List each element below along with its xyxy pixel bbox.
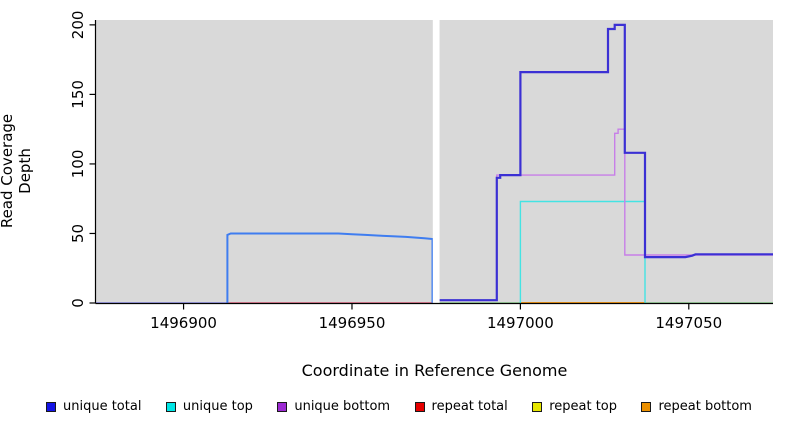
legend-label: repeat total	[431, 399, 508, 414]
unique-total-left-polyline	[226, 232, 434, 303]
legend-label: repeat bottom	[658, 399, 752, 414]
legend-swatch-icon	[414, 401, 425, 412]
y-tick-label: 50	[69, 224, 87, 243]
legend-swatch-icon	[46, 401, 56, 412]
legend-swatch-icon	[165, 401, 176, 412]
legend-swatch-icon	[641, 401, 652, 412]
masked-region	[432, 18, 440, 305]
legend-item-repeat-top: repeat top	[532, 399, 617, 414]
legend-label: repeat top	[549, 399, 617, 414]
y-tick-label: 150	[69, 80, 87, 109]
x-tick-label: 1497050	[655, 314, 722, 332]
legend-item-unique-total: unique total	[46, 399, 141, 414]
x-tick-label: 1497000	[487, 314, 554, 332]
legend-item-unique-bottom: unique bottom	[277, 399, 390, 414]
legend-label: unique total	[63, 399, 142, 414]
legend-label: unique bottom	[294, 399, 391, 414]
x-tick-label: 1496900	[150, 314, 217, 332]
legend-swatch-icon	[277, 401, 288, 412]
legend-item-repeat-total: repeat total	[414, 399, 508, 414]
x-axis-title: Coordinate in Reference Genome	[301, 361, 568, 380]
x-tick-label: 1496950	[319, 314, 386, 332]
legend-swatch-icon	[532, 401, 543, 412]
legend: unique total unique top unique bottom repea…	[46, 399, 752, 414]
y-tick-label: 200	[69, 11, 87, 40]
legend-item-unique-top: unique top	[165, 399, 253, 414]
y-tick-label: 100	[69, 150, 87, 179]
legend-label: unique top	[182, 399, 253, 414]
y-tick-label: 0	[69, 298, 87, 308]
unique-total-right-polyline	[439, 23, 773, 302]
y-axis-title: Read Coverage Depth	[0, 113, 34, 229]
legend-item-repeat-bottom: repeat bottom	[641, 399, 752, 414]
